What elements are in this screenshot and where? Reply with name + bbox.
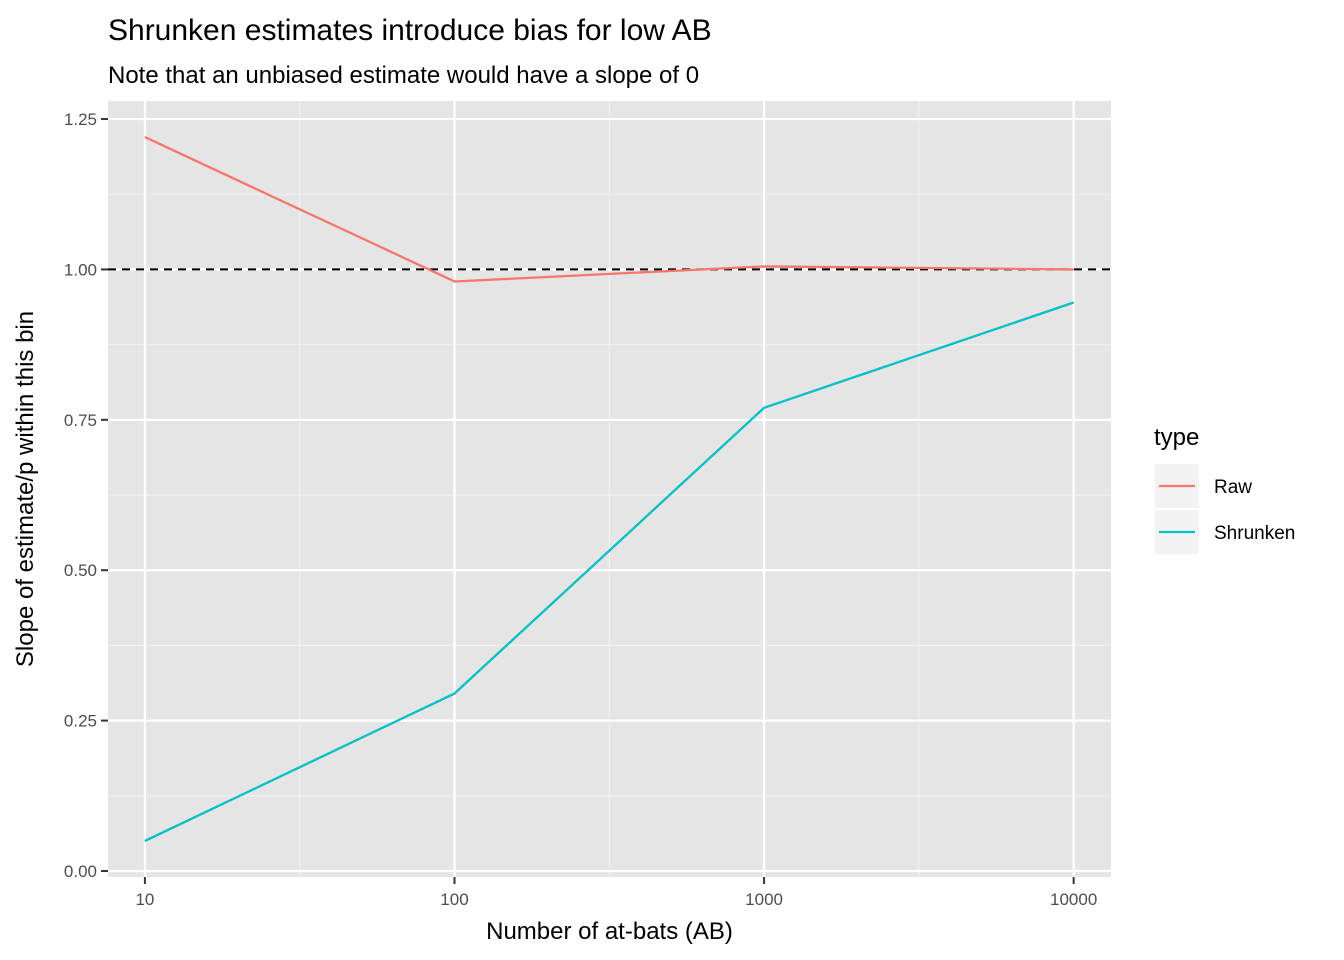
series-layer <box>144 136 1075 842</box>
legend-item-raw: Raw <box>1155 464 1252 508</box>
x-tick-label: 10000 <box>1050 890 1097 909</box>
legend-item-shrunken: Shrunken <box>1155 510 1295 554</box>
x-tick-label: 1000 <box>745 890 783 909</box>
x-axis: 10 100 1000 10000 <box>135 877 1097 909</box>
y-tick-label: 1.00 <box>64 260 97 279</box>
x-tick-label: 10 <box>135 890 154 909</box>
series-line-shrunken <box>144 301 1075 842</box>
x-tick-label: 100 <box>440 890 468 909</box>
chart-subtitle: Note that an unbiased estimate would hav… <box>108 62 699 89</box>
grid-minor <box>108 101 1111 877</box>
legend: type Raw Shrunken <box>1154 424 1295 554</box>
y-tick-label: 1.25 <box>64 110 97 129</box>
y-tick-label: 0.50 <box>64 561 97 580</box>
series-line-raw <box>144 136 1074 283</box>
y-axis: 0.00 0.25 0.50 0.75 1.00 1.25 <box>64 110 108 881</box>
y-tick-label: 0.25 <box>64 712 97 731</box>
grid-major <box>108 101 1111 877</box>
legend-label: Shrunken <box>1214 523 1295 544</box>
chart-title: Shrunken estimates introduce bias for lo… <box>108 14 712 47</box>
y-tick-label: 0.75 <box>64 411 97 430</box>
y-tick-label: 0.00 <box>64 862 97 881</box>
legend-title: type <box>1154 424 1199 451</box>
x-axis-title: Number of at-bats (AB) <box>486 918 733 945</box>
legend-label: Raw <box>1214 477 1252 498</box>
y-axis-title: Slope of estimate/p within this bin <box>12 311 39 667</box>
